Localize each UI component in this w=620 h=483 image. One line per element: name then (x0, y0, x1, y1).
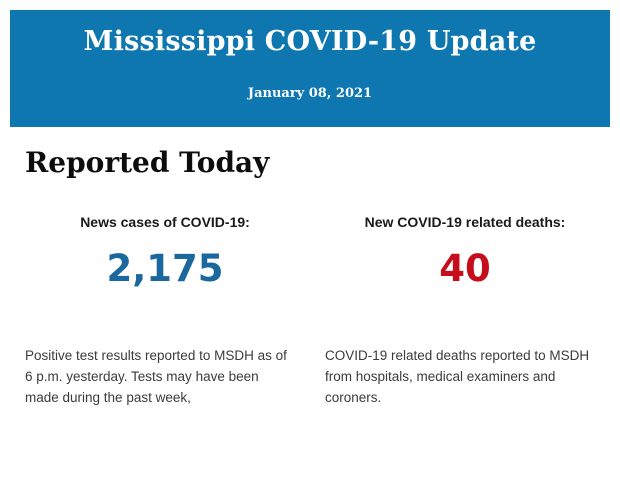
new-cases-description: Positive test results reported to MSDH a… (25, 348, 287, 405)
header-banner: Mississippi COVID-19 Update January 08, … (10, 10, 610, 127)
stat-new-cases: News cases of COVID-19: 2,175 Positive t… (25, 180, 305, 408)
new-deaths-description: COVID-19 related deaths reported to MSDH… (325, 348, 590, 405)
new-cases-value: 2,175 (106, 247, 224, 290)
new-cases-label: News cases of COVID-19: (80, 214, 250, 230)
stats-grid: News cases of COVID-19: 2,175 Positive t… (0, 180, 620, 408)
new-deaths-value: 40 (439, 247, 491, 290)
section-heading: Reported Today (25, 146, 270, 179)
report-section: Reported Today News cases of COVID-19: 2… (0, 127, 620, 408)
header-date: January 08, 2021 (247, 86, 373, 101)
page-title: Mississippi COVID-19 Update (83, 26, 537, 57)
new-deaths-label: New COVID-19 related deaths: (364, 214, 566, 230)
stat-new-deaths: New COVID-19 related deaths: 40 COVID-19… (325, 180, 605, 408)
